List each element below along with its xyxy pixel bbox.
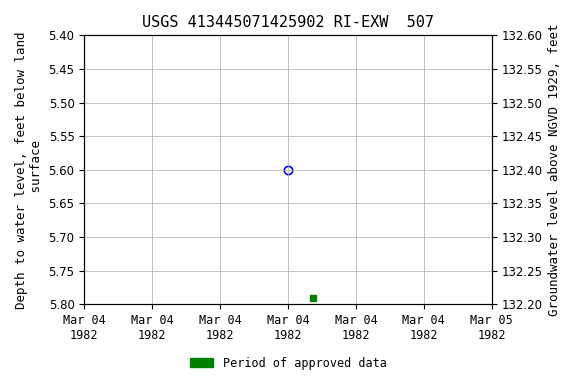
Legend: Period of approved data: Period of approved data (185, 352, 391, 374)
Title: USGS 413445071425902 RI-EXW  507: USGS 413445071425902 RI-EXW 507 (142, 15, 434, 30)
Y-axis label: Depth to water level, feet below land
 surface: Depth to water level, feet below land su… (15, 31, 43, 309)
Y-axis label: Groundwater level above NGVD 1929, feet: Groundwater level above NGVD 1929, feet (548, 23, 561, 316)
